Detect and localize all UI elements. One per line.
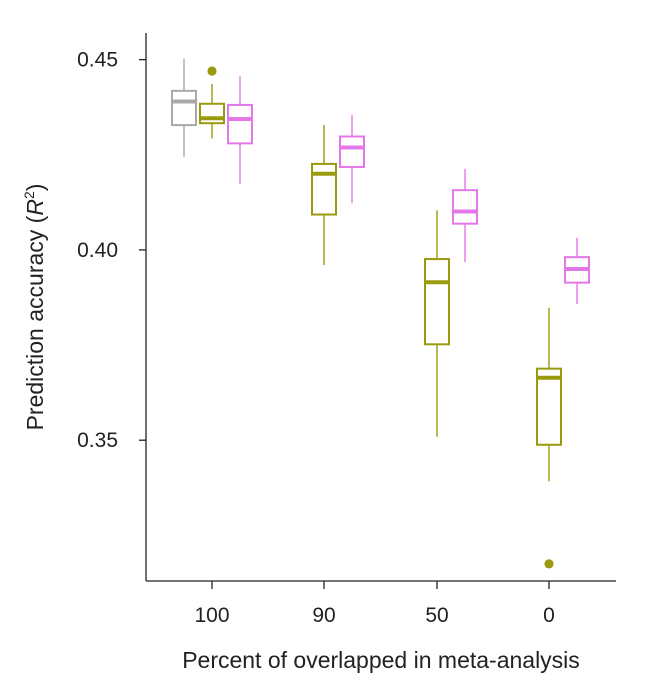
x-tick-label: 90	[312, 604, 335, 627]
y-axis-label-sup: 2	[21, 191, 37, 199]
boxes	[171, 58, 590, 569]
box-magenta-0	[564, 237, 590, 304]
x-ticks: 100 90 50 0	[194, 581, 555, 627]
box-magenta-90	[339, 115, 365, 204]
box-iqr	[227, 103, 253, 145]
axes	[145, 33, 616, 582]
x-tick-label: 50	[425, 604, 448, 627]
y-tick-label: 0.45	[77, 49, 118, 72]
box-iqr	[536, 367, 562, 446]
box-magenta-50	[452, 168, 478, 263]
box-iqr	[199, 102, 225, 125]
box-olive-0	[536, 307, 562, 569]
x-tick-label: 0	[543, 604, 555, 627]
box-iqr	[171, 89, 197, 127]
box-olive-100	[199, 66, 225, 139]
outlier-point	[544, 559, 554, 569]
box-magenta-100	[227, 76, 253, 185]
box-gray-100	[171, 58, 197, 157]
box-iqr	[339, 135, 365, 168]
x-axis-label: Percent of overlapped in meta-analysis	[182, 647, 580, 673]
box-olive-50	[424, 210, 450, 437]
y-tick-label: 0.35	[77, 429, 118, 452]
y-axis-label-suffix: )	[22, 184, 48, 192]
y-axis-label-var: R	[22, 199, 48, 216]
box-iqr	[311, 162, 337, 216]
box-iqr	[424, 258, 450, 346]
y-axis-label: Prediction accuracy (R2)	[21, 184, 48, 431]
y-tick-label: 0.40	[77, 239, 118, 262]
box-iqr	[452, 189, 478, 225]
x-tick-label: 100	[194, 604, 229, 627]
y-ticks: 0.35 0.40 0.45	[77, 49, 146, 452]
y-axis-label-prefix: Prediction accuracy (	[22, 215, 48, 430]
outlier-point	[207, 66, 217, 76]
box-olive-90	[311, 125, 337, 266]
